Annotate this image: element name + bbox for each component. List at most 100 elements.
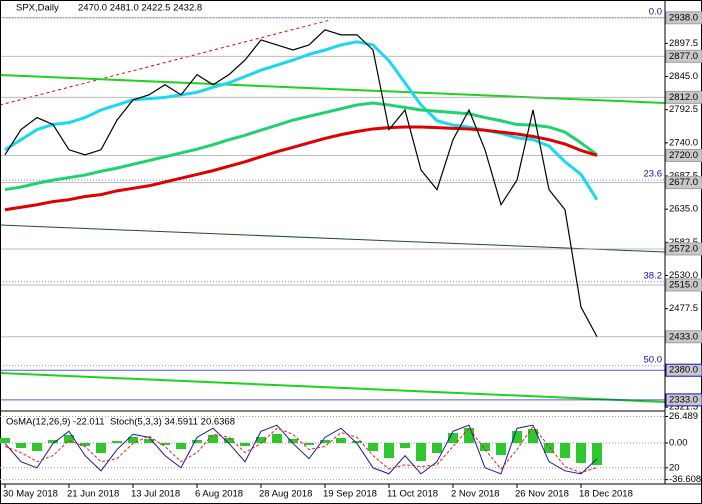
osma-bar — [512, 431, 522, 443]
y-tick-label: 2530.0 — [669, 270, 698, 281]
trend-lines — [0, 17, 666, 403]
osma-bar — [336, 438, 346, 443]
osma-bar — [320, 440, 330, 443]
osma-bar — [464, 428, 474, 443]
y2-tick-label: 20 — [669, 462, 680, 473]
osma-bar — [272, 434, 282, 443]
level-box — [665, 176, 702, 190]
moving-average — [4, 101, 598, 192]
osma-bar — [480, 443, 490, 451]
osma-bar — [400, 443, 410, 448]
osma-bar — [304, 443, 314, 445]
x-tick-label: 2 Nov 2018 — [451, 489, 500, 500]
y-tick-label: 2897.5 — [669, 38, 698, 49]
osma-bar — [64, 435, 74, 443]
level-box — [665, 278, 702, 292]
y-tick-label: 2635.0 — [669, 204, 698, 215]
x-tick-label: 6 Aug 2018 — [195, 489, 243, 500]
stoch-line — [4, 424, 598, 475]
trend-line — [0, 224, 666, 253]
y-tick-label: 2477.5 — [669, 303, 698, 314]
y-tick-label: 26.489 — [669, 411, 698, 422]
osma-bar — [224, 438, 234, 443]
osma-bar — [16, 443, 26, 448]
osma-bar — [368, 443, 378, 451]
x-tick-label: 13 Jul 2018 — [131, 489, 180, 500]
osma-bar — [208, 435, 218, 443]
chart-title: SPX,Daily — [16, 3, 59, 14]
x-tick-label: 26 Nov 2018 — [515, 489, 569, 500]
osma-bar — [112, 441, 122, 443]
channel-line — [0, 19, 331, 106]
osma-bar — [192, 440, 202, 443]
y-tick-label: 2582.5 — [669, 237, 698, 248]
x-tick-label: 28 Aug 2018 — [259, 489, 312, 500]
osma-bar — [496, 443, 506, 455]
osma-bar — [352, 441, 362, 443]
osma-bar — [576, 443, 586, 463]
ohlc-values: 2470.0 2481.0 2422.5 2432.8 — [78, 3, 202, 14]
osma-bar — [48, 440, 58, 443]
level-label: 2572.0 — [669, 243, 698, 254]
osma-bar — [544, 443, 554, 453]
level-box — [665, 363, 702, 377]
level-label: 2720.0 — [669, 150, 698, 161]
y-tick-label: -36.608 — [669, 474, 701, 485]
trend-line — [0, 372, 666, 403]
level-label: 2433.0 — [669, 331, 698, 342]
level-box — [665, 90, 702, 104]
osma-bar — [416, 443, 426, 461]
level-label: 2877.0 — [669, 51, 698, 62]
level-box — [665, 330, 702, 344]
osma-bar — [96, 443, 106, 453]
osma-bar — [32, 443, 42, 451]
osma-bar — [240, 443, 250, 446]
level-box — [665, 242, 702, 256]
level-box — [665, 49, 702, 63]
x-tick-label: 30 May 2018 — [3, 489, 58, 500]
x-tick-label: 19 Sep 2018 — [323, 489, 377, 500]
y-tick-label: 2792.5 — [669, 104, 698, 115]
level-label: 2515.0 — [669, 279, 698, 290]
osma-title: OsMA(12,26,9) -22.011 — [6, 417, 105, 428]
osma-bar — [560, 443, 570, 458]
osma-bar — [528, 429, 538, 443]
x-tick-label: 21 Jun 2018 — [67, 489, 119, 500]
osma-bar — [448, 433, 458, 443]
osma-bar — [80, 443, 90, 446]
level-box — [665, 148, 702, 162]
y-tick-label: 0.00 — [669, 438, 688, 449]
level-label: 2677.0 — [669, 177, 698, 188]
level-box — [665, 393, 702, 407]
osma-bar — [288, 439, 298, 443]
fib-label: 0.0 — [649, 6, 662, 17]
x-tick-label: 11 Oct 2018 — [387, 489, 438, 500]
osma-bar — [432, 443, 442, 453]
trend-line — [0, 74, 666, 104]
osma-bar — [128, 437, 138, 443]
osma-bar — [256, 437, 266, 443]
fib-label: 23.6 — [644, 169, 663, 180]
level-label: 2333.0 — [669, 394, 698, 405]
y-tick-label: 2321.5 — [669, 402, 698, 413]
fib-label: 38.2 — [644, 270, 663, 281]
osma-bar — [384, 443, 394, 458]
stoch-title: Stoch(5,3,3) 34.5911 20.6368 — [110, 417, 235, 428]
osma-bar — [592, 443, 602, 466]
level-label: 2938.0 — [669, 12, 698, 23]
moving-average — [4, 125, 598, 212]
osma-bar — [160, 443, 170, 445]
level-box — [665, 11, 702, 25]
osma-bar — [0, 438, 10, 443]
level-label: 2812.0 — [669, 92, 698, 103]
osma-bar — [176, 443, 186, 449]
y-tick-label: 2687.5 — [669, 171, 698, 182]
price-line — [4, 29, 598, 338]
y-tick-label: 2845.0 — [669, 71, 698, 82]
x-tick-label: 18 Dec 2018 — [579, 489, 633, 500]
level-label: 2380.0 — [669, 365, 698, 376]
fib-label: 50.0 — [644, 354, 663, 365]
y-tick-label: 2740.0 — [669, 137, 698, 148]
